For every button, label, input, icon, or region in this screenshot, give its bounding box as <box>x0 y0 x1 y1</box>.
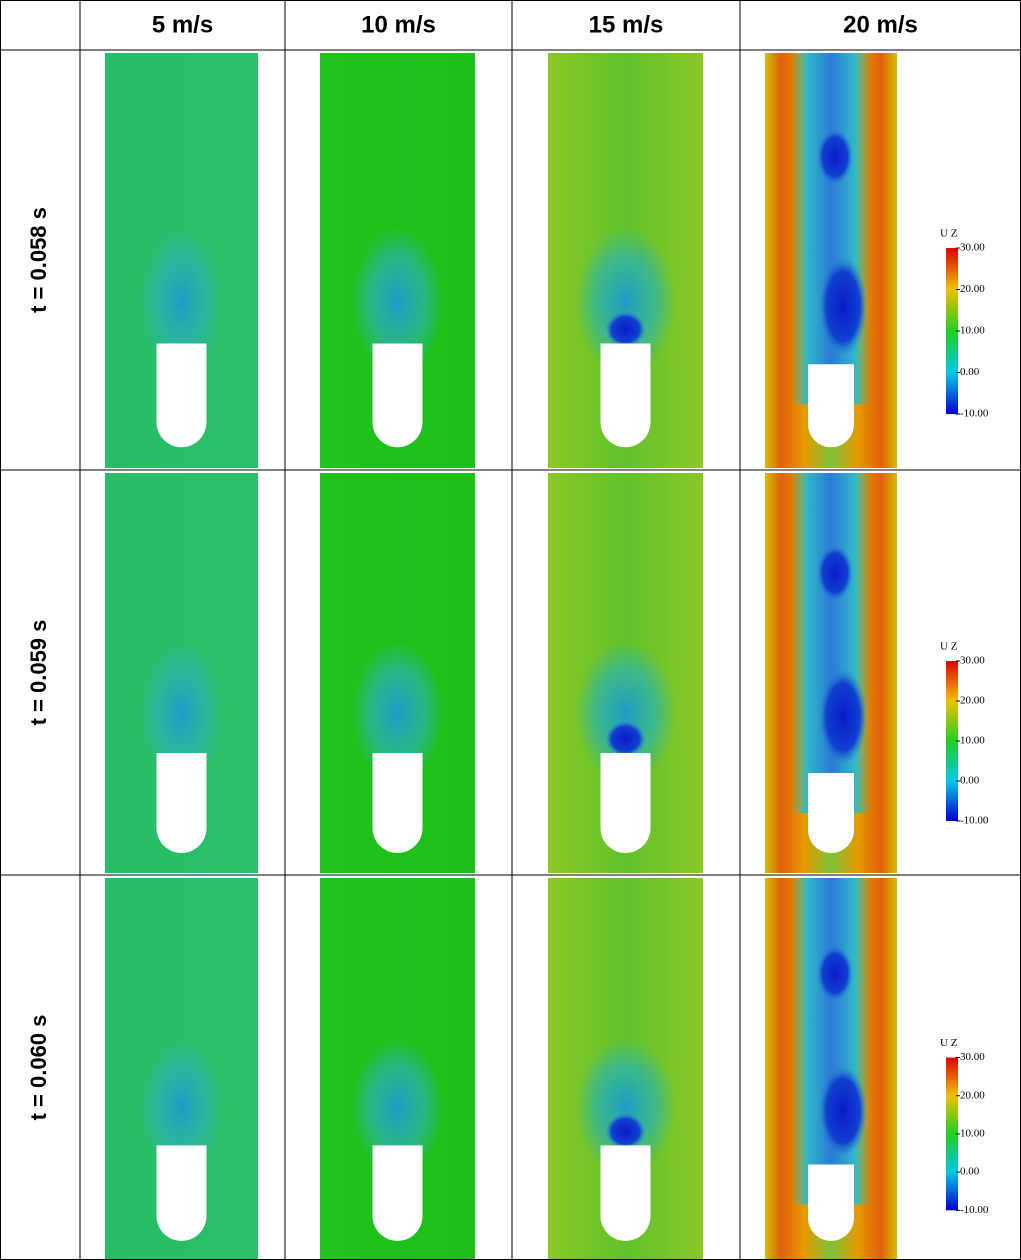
wake-core <box>606 1113 646 1149</box>
capsule <box>808 364 854 447</box>
capsule <box>157 1145 207 1241</box>
column-header: 10 m/s <box>361 11 436 38</box>
colorbar-tick-label: -10.00 <box>960 408 989 420</box>
colorbar-title: U Z <box>940 1037 958 1049</box>
simulation-image <box>320 473 475 873</box>
colorbar-title: U Z <box>940 228 958 240</box>
colorbar-tick-label: 30.00 <box>960 242 985 254</box>
colorbar-tick-label: 20.00 <box>960 1089 985 1101</box>
wake <box>791 53 871 404</box>
colorbar-tick-label: 20.00 <box>960 283 985 295</box>
wake-core <box>819 669 867 765</box>
simulation-image <box>765 878 897 1260</box>
colorbar-tick-label: 20.00 <box>960 695 985 707</box>
colorbar-tick-label: 30.00 <box>960 655 985 667</box>
simulation-image <box>548 53 703 468</box>
figure-table: U Z30.0020.0010.000.00-10.00t = 0.058 sU… <box>0 0 1021 1260</box>
colorbar-tick-label: 10.00 <box>960 735 985 747</box>
wake-core <box>819 256 867 356</box>
row-label: t = 0.058 s <box>26 207 51 313</box>
colorbar-tick-label: 10.00 <box>960 1127 985 1139</box>
row-label: t = 0.059 s <box>26 620 51 726</box>
wake-core <box>606 312 646 348</box>
colorbar-tick-label: 0.00 <box>960 1166 980 1178</box>
column-header: 5 m/s <box>152 11 213 38</box>
simulation-image <box>320 53 475 468</box>
capsule <box>157 753 207 853</box>
simulation-image <box>765 53 897 468</box>
row-label: t = 0.060 s <box>26 1015 51 1121</box>
wake <box>791 473 871 813</box>
capsule <box>373 1145 423 1241</box>
wake-core <box>817 946 853 1002</box>
colorbar-tick-label: -10.00 <box>960 815 989 827</box>
colorbar-tick-label: 30.00 <box>960 1051 985 1063</box>
capsule <box>601 753 651 853</box>
capsule <box>808 773 854 853</box>
wake-core <box>606 721 646 757</box>
colorbar-title: U Z <box>940 641 958 653</box>
wake-core <box>817 545 853 601</box>
colorbar-tick-label: 10.00 <box>960 325 985 337</box>
column-header: 20 m/s <box>843 11 918 38</box>
simulation-image <box>548 878 703 1260</box>
colorbar-tick-label: 0.00 <box>960 366 980 378</box>
wake-core <box>817 129 853 185</box>
capsule <box>601 1145 651 1241</box>
capsule <box>157 344 207 448</box>
column-header: 15 m/s <box>589 11 664 38</box>
simulation-image <box>320 878 475 1260</box>
simulation-image <box>105 53 258 468</box>
wake-core <box>819 1065 867 1157</box>
colorbar-tick-label: 0.00 <box>960 775 980 787</box>
capsule <box>373 753 423 853</box>
simulation-image <box>105 878 258 1260</box>
capsule <box>601 344 651 448</box>
capsule <box>808 1165 854 1241</box>
simulation-image <box>765 473 897 873</box>
simulation-image <box>105 473 258 873</box>
capsule <box>373 344 423 448</box>
simulation-image <box>548 473 703 873</box>
wake <box>791 878 871 1205</box>
colorbar-tick-label: -10.00 <box>960 1204 989 1216</box>
